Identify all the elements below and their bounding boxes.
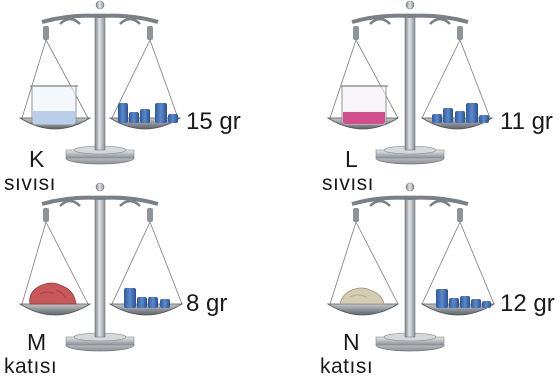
weight-label-n: 12 gr	[500, 290, 555, 317]
rock-icon	[29, 282, 77, 305]
substance-letter-k: K	[29, 146, 45, 172]
weights-icon	[436, 289, 491, 308]
rock-icon	[339, 287, 385, 305]
beaker-icon	[30, 85, 78, 126]
weight-label-l: 11 gr	[500, 108, 553, 135]
weight-label-m: 8 gr	[186, 290, 228, 317]
weights-icon	[432, 103, 489, 123]
weights-icon	[124, 288, 170, 308]
substance-word-k: sıvısı	[4, 172, 57, 195]
substance-word-l: sıvısı	[322, 172, 375, 195]
balance-scale-k	[18, 0, 182, 165]
balance-scale-n	[326, 182, 496, 352]
substance-word-n: katısı	[320, 355, 374, 378]
substance-letter-l: L	[345, 146, 358, 172]
beaker-icon	[340, 85, 388, 126]
substance-letter-m: M	[27, 329, 47, 355]
weights-icon	[118, 103, 178, 123]
substance-letter-n: N	[343, 329, 360, 355]
balance-scale-l	[326, 0, 494, 165]
balance-scale-m	[18, 182, 184, 352]
weight-label-k: 15 gr	[186, 108, 241, 135]
substance-word-m: katısı	[4, 355, 58, 378]
